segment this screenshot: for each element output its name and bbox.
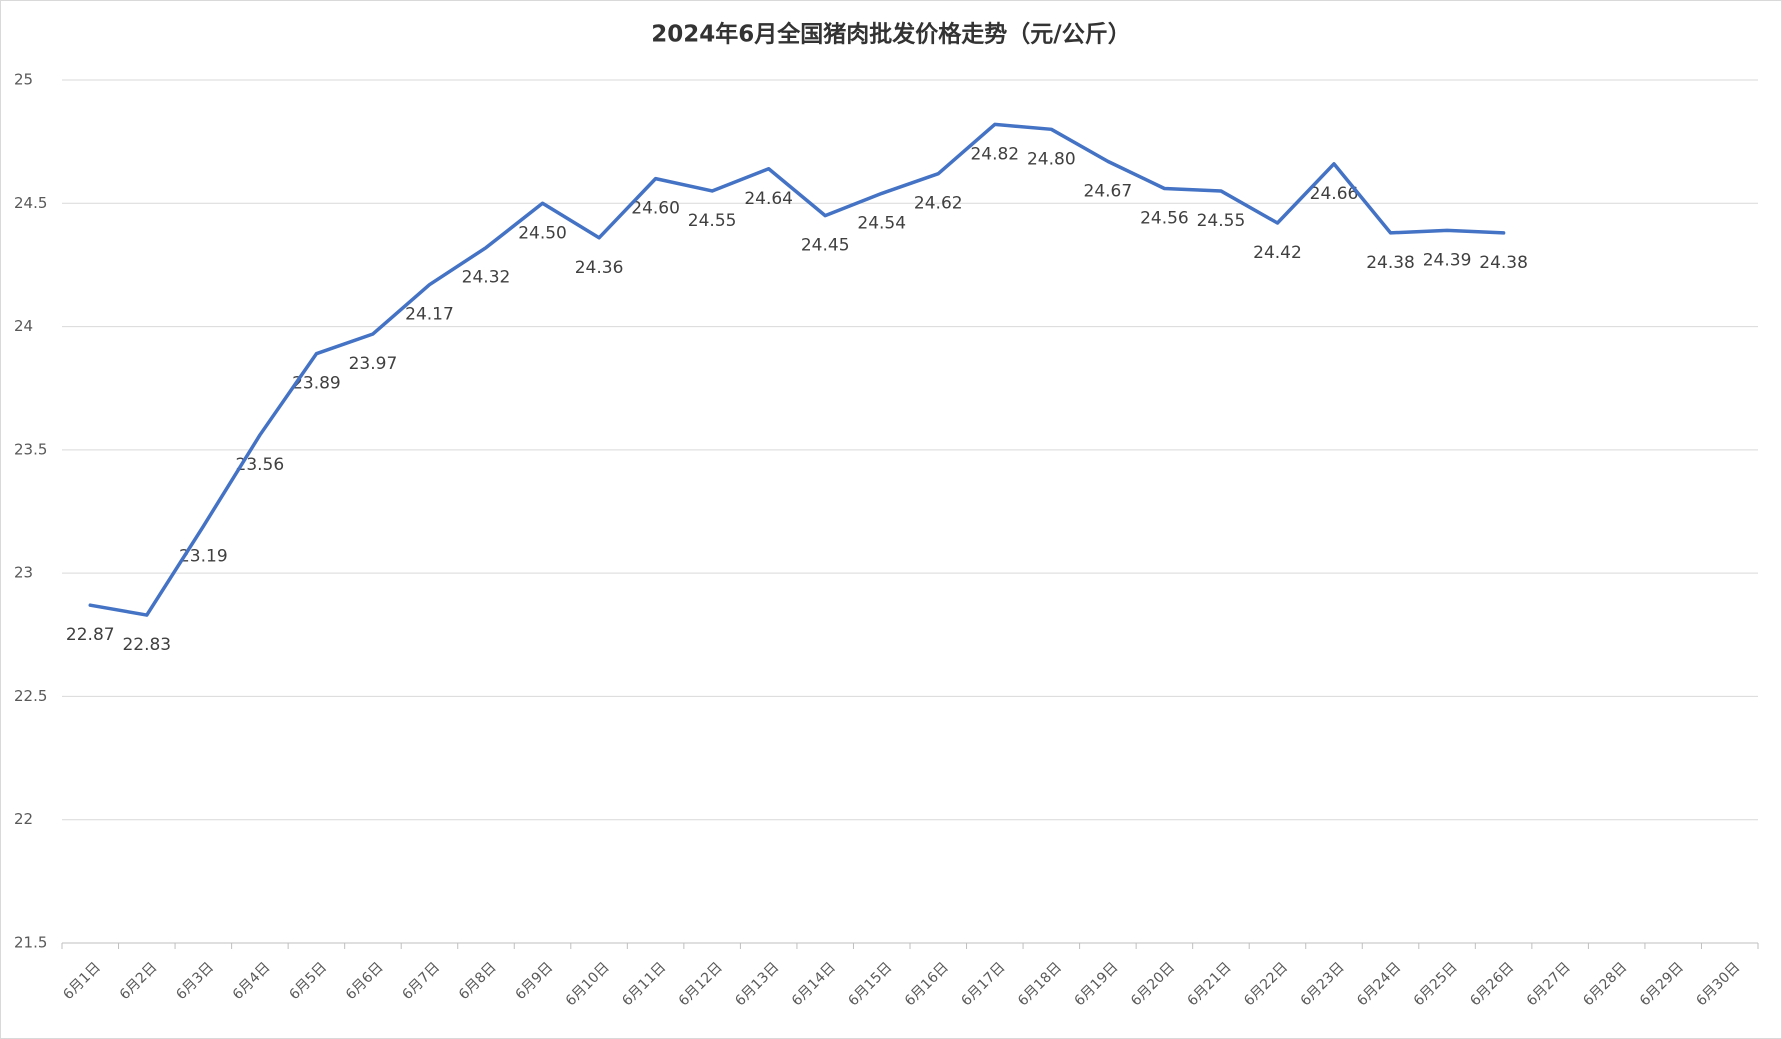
data-label: 24.67: [1084, 181, 1133, 201]
data-label: 24.36: [575, 258, 624, 278]
y-tick-label: 25: [14, 71, 33, 89]
data-label: 24.54: [857, 213, 906, 233]
data-label: 24.38: [1366, 253, 1415, 273]
y-tick-label: 21.5: [14, 934, 47, 952]
data-label: 23.89: [292, 374, 341, 394]
data-label: 24.62: [914, 194, 963, 214]
data-label: 24.55: [1197, 211, 1246, 231]
data-label: 24.56: [1140, 208, 1189, 228]
data-label: 24.64: [744, 189, 793, 209]
data-label: 23.19: [179, 546, 228, 566]
y-tick-label: 22.5: [14, 687, 47, 705]
data-label: 24.38: [1479, 253, 1528, 273]
data-label: 24.39: [1423, 250, 1472, 270]
data-label: 24.55: [688, 211, 737, 231]
y-tick-label: 23: [14, 564, 33, 582]
y-tick-label: 24.5: [14, 194, 47, 212]
chart-title: 2024年6月全国猪肉批发价格走势（元/公斤）: [651, 21, 1130, 48]
data-label: 24.17: [405, 305, 454, 325]
data-label: 22.87: [66, 625, 115, 645]
y-tick-label: 23.5: [14, 440, 47, 458]
data-label: 23.56: [236, 455, 285, 475]
data-label: 24.66: [1310, 184, 1359, 204]
data-label: 23.97: [349, 354, 398, 374]
data-label: 24.82: [970, 144, 1019, 164]
data-label: 24.60: [631, 199, 680, 219]
line-series: [88, 122, 1506, 617]
data-label: 24.45: [801, 236, 850, 256]
data-label: 24.50: [518, 223, 567, 243]
data-label: 22.83: [122, 635, 171, 655]
y-tick-label: 24: [14, 317, 33, 335]
data-label: 24.32: [462, 268, 511, 288]
y-tick-label: 22: [14, 810, 33, 828]
data-label: 24.80: [1027, 149, 1076, 169]
data-label: 24.42: [1253, 243, 1302, 263]
